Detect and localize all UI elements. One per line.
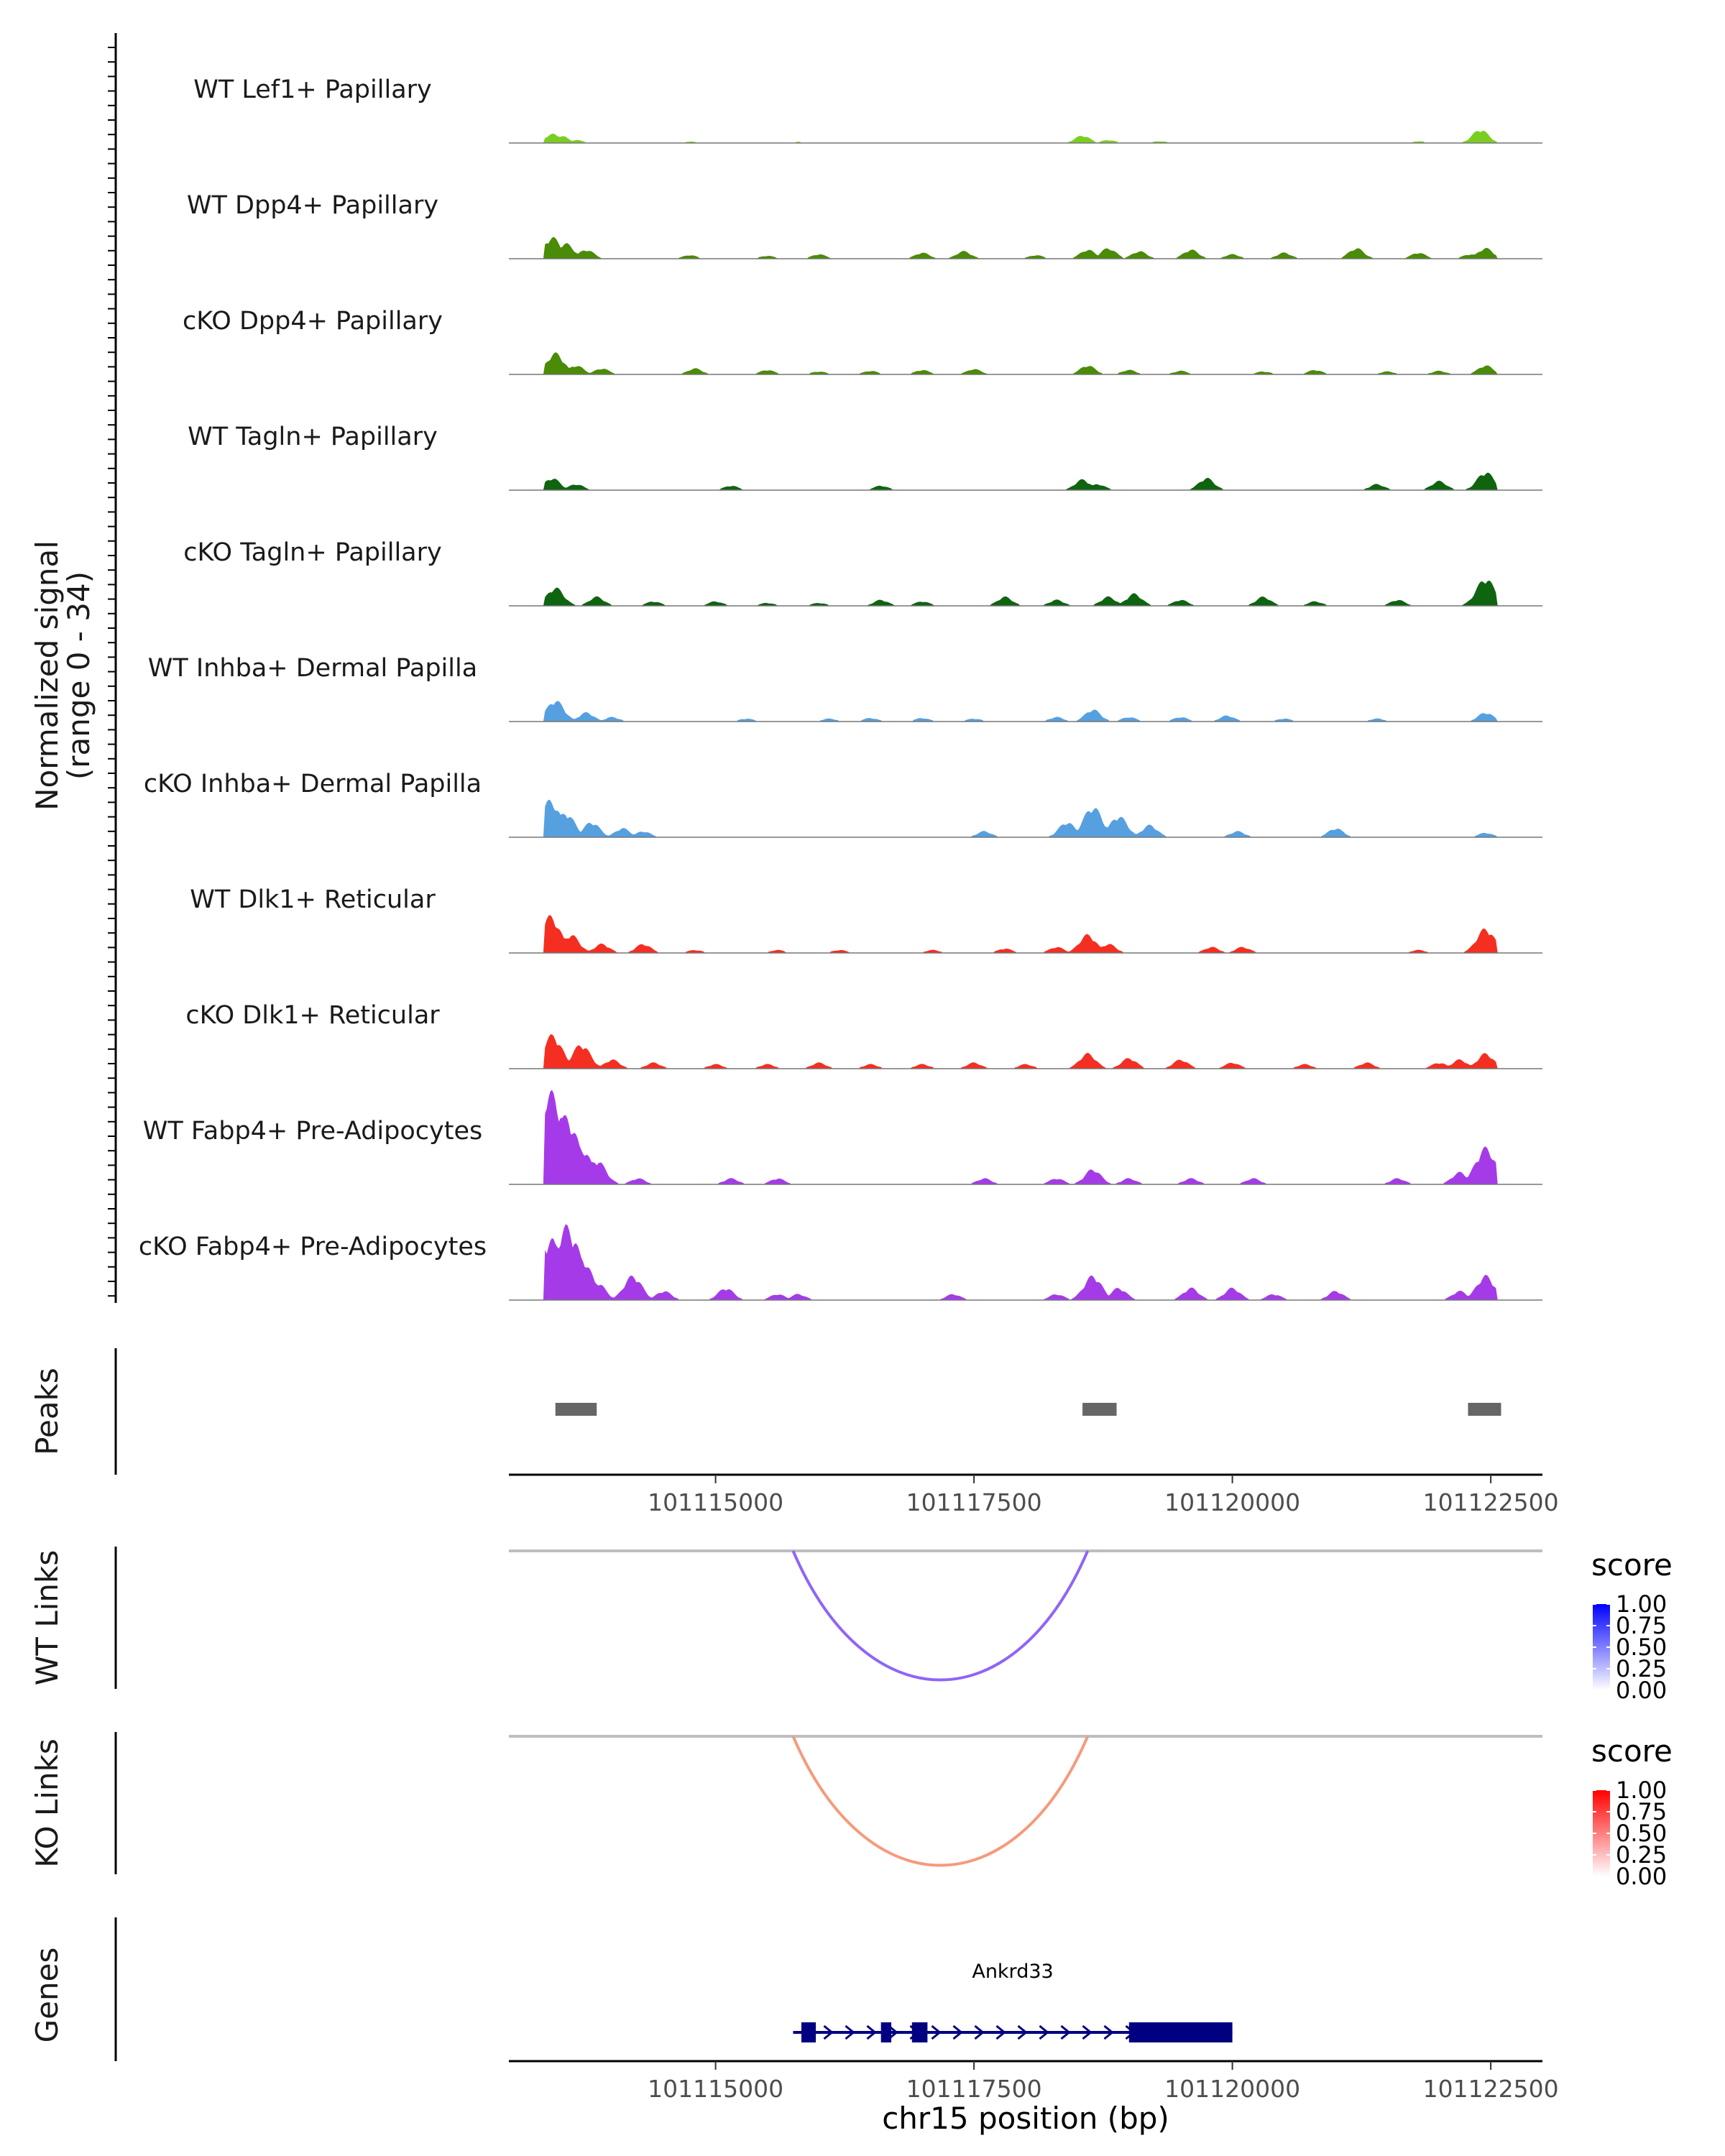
x-tick-label: 101117500 [906, 1488, 1042, 1516]
peak-regions [555, 1403, 1501, 1416]
gene-exon [911, 2022, 928, 2042]
coverage-area [509, 580, 1542, 606]
coverage-area [509, 1034, 1542, 1069]
strand-arrow [995, 2024, 1006, 2040]
track-label: cKO Inhba+ Dermal Papilla [144, 770, 482, 798]
coverage-track-2: WT Dpp4+ Papillary [187, 191, 1542, 259]
coverage-track-10: WT Fabp4+ Pre-Adipocytes [143, 1089, 1542, 1185]
x-tick-label: 101115000 [648, 2075, 783, 2103]
ko-score-legend: score 1.000.750.500.250.00 [1591, 1733, 1673, 1890]
strand-arrow [1060, 2024, 1071, 2040]
coverage-track-5: cKO Tagln+ Papillary [183, 538, 1542, 607]
coverage-y-label-line1: Normalized signal [29, 540, 65, 811]
strand-arrow [931, 2024, 942, 2040]
legend-tick-label: 0.75 [1616, 1798, 1667, 1825]
track-label: WT Lef1+ Papillary [193, 75, 432, 104]
strand-arrow [1039, 2024, 1049, 2040]
legend-tick-label: 0.25 [1616, 1655, 1667, 1682]
coverage-area [509, 472, 1542, 490]
legend-tick-label: 0.75 [1616, 1612, 1667, 1639]
peak-region [555, 1403, 597, 1416]
ko-links [509, 1735, 1542, 1867]
legend-title: score [1591, 1733, 1673, 1769]
link-arc [791, 1736, 1090, 1867]
wt-links-label: WT Links [29, 1550, 65, 1685]
coverage-track-9: cKO Dlk1+ Reticular [185, 1001, 1542, 1069]
track-label: cKO Dpp4+ Papillary [183, 307, 443, 336]
strand-arrow [1082, 2024, 1092, 2040]
legend-tick-label: 1.00 [1616, 1590, 1667, 1618]
track-label: WT Fabp4+ Pre-Adipocytes [143, 1117, 482, 1146]
genes-panel: Genes Ankrd33 101115000 101117500 10112000… [29, 1917, 1559, 2136]
peak-region [1468, 1403, 1501, 1416]
coverage-y-ticks [108, 47, 116, 1297]
strand-arrow [845, 2024, 855, 2040]
x-tick-label: 101117500 [906, 2075, 1042, 2103]
coverage-tracks: WT Lef1+ Papillary WT Dpp4+ Papillary cKO … [139, 75, 1542, 1301]
ko-links-label: KO Links [29, 1738, 65, 1868]
legend-tick-label: 0.00 [1616, 1677, 1667, 1704]
coverage-track-8: WT Dlk1+ Reticular [190, 885, 1542, 954]
coverage-track-6: WT Inhba+ Dermal Papilla [148, 654, 1542, 722]
strand-arrow [866, 2024, 877, 2040]
strand-arrow [974, 2024, 985, 2040]
x-tick-label: 101122500 [1423, 1488, 1559, 1516]
wt-score-legend: score 1.000.750.500.250.00 [1591, 1547, 1673, 1704]
track-label: cKO Tagln+ Papillary [183, 538, 442, 567]
gene-exon-utr [1128, 2022, 1233, 2042]
x-tick-label: 101120000 [1164, 2075, 1300, 2103]
x-axis-title: chr15 position (bp) [882, 2101, 1169, 2136]
coverage-track-11: cKO Fabp4+ Pre-Adipocytes [139, 1224, 1542, 1301]
genes-label: Genes [29, 1948, 65, 2043]
x-tick-label: 101122500 [1423, 2075, 1559, 2103]
strand-arrow [1017, 2024, 1028, 2040]
coverage-track-1: WT Lef1+ Papillary [193, 75, 1542, 144]
coverage-area [509, 1224, 1542, 1300]
coverage-area [509, 352, 1542, 374]
coverage-track-7: cKO Inhba+ Dermal Papilla [144, 770, 1542, 838]
link-arc [791, 1550, 1090, 1682]
track-label: cKO Dlk1+ Reticular [185, 1001, 440, 1030]
wt-links [509, 1549, 1542, 1682]
coverage-area [509, 236, 1542, 259]
wt-links-panel: WT Links score 1.000.750.500.250.00 [29, 1547, 1673, 1704]
coverage-area [509, 1089, 1542, 1184]
legend-tick-label: 0.00 [1616, 1863, 1667, 1890]
peaks-panel: Peaks 101115000 101117500 101120000 1011225… [29, 1348, 1559, 1516]
legend-tick-label: 1.00 [1616, 1777, 1667, 1804]
legend-tick-label: 0.50 [1616, 1634, 1667, 1661]
strand-arrow [888, 2024, 898, 2040]
x-tick-label: 101115000 [648, 1488, 783, 1516]
coverage-area [509, 799, 1542, 837]
peaks-label: Peaks [29, 1368, 65, 1455]
x-tick-label: 101120000 [1164, 1488, 1300, 1516]
gene-exon [880, 2022, 892, 2042]
track-label: WT Inhba+ Dermal Papilla [148, 654, 477, 683]
strand-arrow [823, 2024, 834, 2040]
coverage-area [509, 915, 1542, 953]
track-label: WT Tagln+ Papillary [188, 423, 438, 451]
gene-exon [801, 2022, 816, 2042]
genes-x-ticks: 101115000 101117500 101120000 101122500 [648, 2061, 1559, 2103]
coverage-track-4: WT Tagln+ Papillary [188, 423, 1542, 491]
strand-arrow [1103, 2024, 1114, 2040]
coverage-y-label-line2: (range 0 - 34) [61, 571, 96, 780]
track-label: cKO Fabp4+ Pre-Adipocytes [139, 1233, 487, 1261]
gene-models: Ankrd33 [793, 1961, 1233, 2042]
gene-label: Ankrd33 [972, 1961, 1053, 1983]
coverage-area [509, 130, 1542, 143]
peaks-x-ticks: 101115000 101117500 101120000 101122500 [648, 1475, 1559, 1516]
coverage-track-3: cKO Dpp4+ Papillary [183, 307, 1542, 375]
ko-links-panel: KO Links score 1.000.750.500.250.00 [29, 1732, 1673, 1890]
track-label: WT Dlk1+ Reticular [190, 885, 436, 914]
strand-arrow [952, 2024, 963, 2040]
legend-tick-label: 0.50 [1616, 1820, 1667, 1847]
coverage-panel: Normalized signal (range 0 - 34) WT Lef1… [29, 33, 1542, 1303]
legend-title: score [1591, 1547, 1673, 1583]
coverage-area [509, 701, 1542, 722]
track-label: WT Dpp4+ Papillary [187, 191, 438, 220]
legend-tick-label: 0.25 [1616, 1841, 1667, 1869]
peak-region [1082, 1403, 1117, 1416]
